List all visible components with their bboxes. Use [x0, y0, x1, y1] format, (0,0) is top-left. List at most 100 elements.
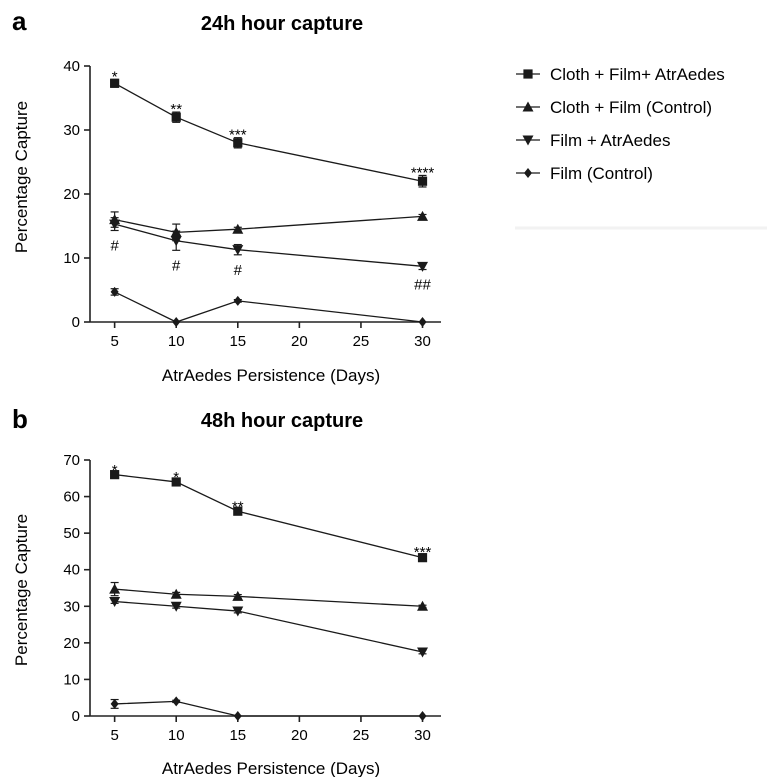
data-point [110, 78, 120, 88]
y-tick-label: 30 [63, 598, 80, 615]
significance-annotation: **** [411, 164, 435, 181]
y-tick-label: 70 [63, 452, 80, 469]
series-triangle-up [109, 581, 429, 611]
x-tick-label: 25 [353, 333, 370, 350]
legend-item: Film + AtrAedes [516, 131, 670, 150]
legend-label: Cloth + Film (Control) [550, 98, 712, 117]
data-point [172, 696, 181, 707]
x-tick-label: 25 [353, 727, 370, 744]
legend-marker [522, 135, 534, 146]
series-triangle-down [109, 597, 429, 658]
x-tick-label: 30 [414, 333, 431, 350]
data-point [417, 176, 428, 186]
panel-letter: a [12, 6, 27, 36]
series-line [114, 700, 423, 717]
series-diamond [110, 696, 427, 721]
y-tick-label: 30 [63, 122, 80, 139]
chart-panel-a: a 24h hour capture Percentage Capture At… [12, 6, 441, 385]
series-line [114, 600, 423, 653]
significance-annotation: # [172, 257, 181, 274]
y-tick-label: 10 [63, 250, 80, 267]
significance-annotation: *** [414, 544, 432, 561]
legend-label: Film (Control) [550, 164, 653, 183]
y-tick-label: 40 [63, 58, 80, 75]
chart-title: 24h hour capture [201, 13, 363, 35]
legend-label: Cloth + Film+ AtrAedes [550, 65, 725, 84]
series-layer [109, 78, 429, 327]
legend-item: Cloth + Film (Control) [516, 98, 712, 117]
data-point [417, 553, 428, 563]
annotation-layer: **********## ### [110, 68, 434, 293]
significance-annotation: # [110, 237, 119, 254]
series-line [114, 473, 423, 559]
y-axis-label: Percentage Capture [12, 101, 31, 253]
data-point [233, 138, 243, 148]
data-point [232, 223, 244, 234]
series-triangle-up [109, 210, 429, 242]
legend-marker [523, 69, 533, 79]
legend-item: Cloth + Film+ AtrAedes [516, 65, 725, 84]
series-line [114, 291, 423, 323]
data-point [233, 506, 243, 516]
chart-panel-b: b 48h hour capture Percentage Capture At… [12, 404, 441, 777]
significance-annotation: * [173, 469, 179, 486]
y-tick-label: 10 [63, 671, 80, 688]
axis-ticks: 0 10 20 30 40 50 60 70 5 10 15 20 25 30 [63, 452, 431, 744]
x-tick-label: 5 [110, 727, 118, 744]
panel-letter: b [12, 404, 28, 434]
data-point [110, 286, 119, 297]
y-tick-label: 20 [63, 635, 80, 652]
series-square [110, 470, 428, 563]
data-point [170, 601, 182, 612]
data-point [417, 647, 429, 658]
y-tick-label: 0 [72, 314, 80, 331]
y-tick-label: 50 [63, 525, 80, 542]
data-point [417, 261, 429, 272]
data-point [417, 210, 429, 221]
x-tick-label: 15 [229, 727, 246, 744]
y-axis-label: Percentage Capture [12, 514, 31, 666]
series-diamond [110, 286, 427, 327]
y-tick-label: 40 [63, 562, 80, 579]
legend-item: Film (Control) [516, 164, 653, 183]
legend-label: Film + AtrAedes [550, 131, 670, 150]
series-line [114, 215, 423, 234]
y-tick-label: 60 [63, 489, 80, 506]
significance-annotation: ## [414, 277, 431, 294]
series-layer [109, 470, 429, 721]
significance-annotation: # [234, 262, 243, 279]
data-point [170, 236, 182, 247]
data-point [232, 590, 244, 601]
x-axis-label: AtrAedes Persistence (Days) [162, 366, 380, 385]
axis-ticks: 0 10 20 30 40 5 10 15 20 25 30 [63, 58, 431, 350]
significance-annotation: *** [229, 127, 247, 144]
significance-annotation: * [112, 462, 118, 479]
y-tick-label: 20 [63, 186, 80, 203]
x-tick-label: 30 [414, 727, 431, 744]
y-tick-label: 0 [72, 708, 80, 725]
x-tick-label: 20 [291, 333, 308, 350]
data-point [232, 606, 244, 617]
data-point [233, 711, 242, 721]
x-axis-label: AtrAedes Persistence (Days) [162, 759, 380, 777]
data-point [418, 317, 427, 327]
data-point [109, 219, 121, 230]
legend-marker [522, 101, 534, 112]
significance-annotation: ** [232, 498, 244, 515]
legend-marker [524, 168, 532, 178]
data-point [233, 295, 242, 306]
data-point [171, 112, 181, 122]
x-tick-label: 5 [110, 333, 118, 350]
data-point [417, 600, 429, 611]
x-tick-label: 10 [168, 333, 185, 350]
annotation-layer: * ****** [112, 462, 432, 561]
chart-title: 48h hour capture [201, 410, 363, 432]
data-point [418, 711, 427, 721]
data-point [171, 477, 181, 487]
data-point [110, 470, 120, 480]
data-point [232, 245, 244, 256]
data-point [110, 698, 119, 709]
data-point [172, 317, 181, 327]
series-square [110, 78, 428, 188]
series-line [114, 588, 423, 607]
